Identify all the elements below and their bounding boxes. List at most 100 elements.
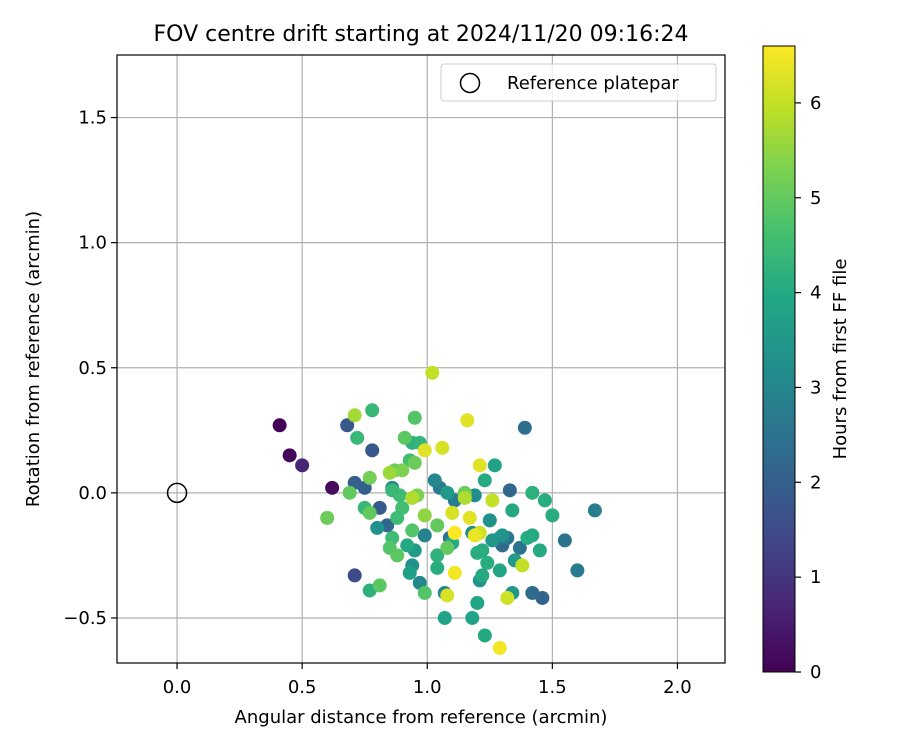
data-point	[457, 490, 472, 505]
data-point	[417, 508, 432, 523]
data-point	[500, 590, 515, 605]
data-point	[282, 448, 297, 463]
data-point	[467, 528, 482, 543]
data-point	[340, 418, 355, 433]
colorbar-tick-label: 2	[810, 472, 821, 493]
data-point	[440, 485, 455, 500]
y-tick-label: 0.0	[78, 483, 107, 504]
data-point	[382, 465, 397, 480]
data-point	[445, 505, 460, 520]
data-point	[407, 455, 422, 470]
data-point	[587, 503, 602, 518]
x-tick-label: 0.5	[288, 677, 317, 698]
data-point	[370, 520, 385, 535]
data-point	[430, 518, 445, 533]
data-point	[502, 483, 517, 498]
data-point	[517, 420, 532, 435]
data-point	[525, 485, 540, 500]
data-point	[470, 595, 485, 610]
data-point	[347, 408, 362, 423]
data-point	[417, 443, 432, 458]
y-axis-label: Rotation from reference (arcmin)	[23, 211, 44, 507]
data-point	[447, 525, 462, 540]
data-point	[440, 588, 455, 603]
data-point	[485, 493, 500, 508]
data-point	[390, 510, 405, 525]
data-point	[430, 560, 445, 575]
y-tick-label: 1.0	[78, 233, 107, 254]
data-point	[390, 548, 405, 563]
data-point	[372, 578, 387, 593]
data-point	[365, 403, 380, 418]
colorbar-tick-label: 1	[810, 567, 821, 588]
data-point	[462, 510, 477, 525]
legend-box	[440, 63, 717, 102]
grid	[117, 55, 725, 663]
x-tick-label: 2.0	[663, 677, 692, 698]
data-point	[470, 545, 485, 560]
y-tick-label: −0.5	[63, 608, 107, 629]
data-point	[320, 510, 335, 525]
data-point	[417, 585, 432, 600]
colorbar	[762, 45, 796, 673]
colorbar-tick-label: 3	[810, 377, 821, 398]
data-point	[402, 565, 417, 580]
data-point	[525, 585, 540, 600]
data-point	[515, 558, 530, 573]
data-point	[362, 505, 377, 520]
y-tick-label: 1.5	[78, 108, 107, 129]
data-point	[427, 473, 442, 488]
colorbar-label: Hours from first FF file	[830, 259, 851, 460]
x-axis-ticks: 0.0 0.5 1.0 1.5 2.0	[163, 663, 692, 698]
data-point	[492, 640, 507, 655]
colorbar-tick-label: 5	[810, 188, 821, 209]
data-point	[477, 473, 492, 488]
x-tick-label: 0.0	[163, 677, 192, 698]
x-tick-label: 1.0	[413, 677, 442, 698]
data-point	[395, 463, 410, 478]
data-point	[492, 563, 507, 578]
colorbar-ticks: 0 1 2 3 4 5 6	[795, 93, 821, 683]
colorbar-tick-label: 0	[810, 662, 821, 683]
legend: Reference platepar	[440, 63, 717, 102]
data-point	[405, 523, 420, 538]
data-point	[295, 458, 310, 473]
data-point	[385, 483, 400, 498]
data-point	[537, 493, 552, 508]
data-point	[495, 528, 510, 543]
colorbar-tick-label: 4	[810, 283, 821, 304]
x-tick-label: 1.5	[538, 677, 567, 698]
data-point	[460, 413, 475, 428]
data-point	[347, 568, 362, 583]
data-point	[487, 458, 502, 473]
data-point	[545, 508, 560, 523]
data-point	[365, 443, 380, 458]
data-point	[440, 540, 455, 555]
data-point	[437, 610, 452, 625]
data-point	[272, 418, 287, 433]
data-point	[447, 565, 462, 580]
data-point	[505, 503, 520, 518]
reference-platepar-marker	[166, 482, 188, 504]
data-point	[405, 490, 420, 505]
data-point	[512, 540, 527, 555]
data-point	[480, 555, 495, 570]
data-point	[407, 410, 422, 425]
plot-frame	[116, 54, 726, 664]
y-tick-label: 0.5	[78, 358, 107, 379]
data-point	[425, 365, 440, 380]
data-point	[362, 470, 377, 485]
data-point	[475, 568, 490, 583]
colorbar-tick-label: 6	[810, 93, 821, 114]
data-point	[435, 440, 450, 455]
data-point	[557, 533, 572, 548]
data-point	[325, 480, 340, 495]
data-point	[532, 543, 547, 558]
x-axis-label: Angular distance from reference (arcmin)	[235, 707, 608, 728]
y-axis-ticks: −0.5 0.0 0.5 1.0 1.5	[63, 108, 117, 629]
data-point	[472, 458, 487, 473]
data-point	[482, 513, 497, 528]
legend-label: Reference platepar	[507, 73, 679, 94]
chart-title: FOV centre drift starting at 2024/11/20 …	[154, 22, 689, 47]
